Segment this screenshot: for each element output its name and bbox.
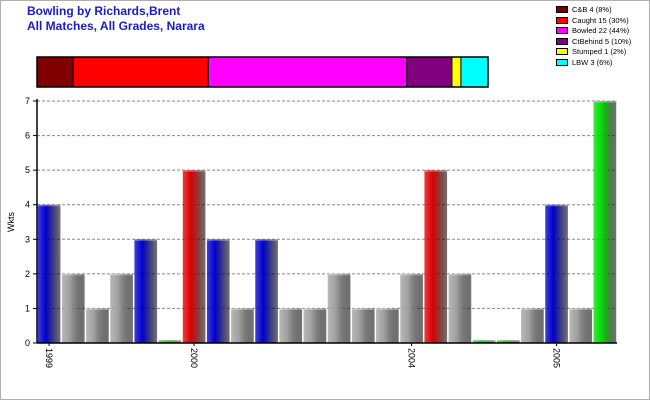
bar — [472, 340, 496, 343]
bar — [206, 239, 230, 343]
bar — [569, 308, 593, 343]
legend-label: Bowled 22 (44%) — [572, 26, 630, 35]
bar — [521, 308, 544, 343]
bar-highlight — [496, 340, 520, 342]
bar-highlight — [255, 239, 278, 241]
y-tick-label: 2 — [25, 269, 30, 279]
legend-label: C&B 4 (8%) — [572, 5, 612, 14]
bar-highlight — [545, 204, 568, 207]
dismissal-segment — [207, 56, 408, 88]
y-tick-label: 6 — [25, 131, 30, 141]
bar-highlight — [86, 308, 109, 310]
bar-highlight — [521, 308, 544, 310]
bar — [37, 204, 61, 343]
bar-highlight — [593, 101, 617, 103]
bar — [86, 308, 109, 343]
bar — [231, 308, 254, 343]
bar — [61, 273, 85, 343]
bar — [182, 170, 206, 343]
dismissal-segment — [460, 56, 489, 88]
y-tick-label: 0 — [25, 338, 30, 348]
bar-highlight — [569, 308, 593, 310]
legend-swatch — [556, 16, 568, 24]
x-tick-label: 1999 — [44, 348, 54, 368]
legend-item: Bowled 22 (44%) — [556, 26, 648, 37]
legend-label: Caught 15 (30%) — [572, 15, 629, 25]
legend-label: CtBehind 5 (10%) — [572, 36, 632, 46]
dismissal-bar-outline — [36, 56, 489, 88]
bar — [303, 308, 327, 343]
bar-highlight — [303, 308, 327, 310]
bar-highlight — [206, 239, 230, 241]
y-tick-label: 3 — [25, 234, 30, 244]
legend-swatch — [556, 37, 568, 45]
legend-swatch — [556, 6, 568, 13]
y-tick-label: 4 — [25, 200, 30, 210]
legend-label: Stumped 1 (2%) — [572, 47, 627, 56]
bar-highlight — [37, 204, 61, 207]
bar-highlight — [327, 273, 351, 276]
legend-item: CtBehind 5 (10%) — [556, 37, 648, 48]
y-tick-label: 7 — [25, 96, 30, 106]
bar-highlight — [110, 273, 133, 276]
bar-highlight — [472, 340, 496, 342]
legend-swatch — [556, 58, 568, 66]
bar — [545, 204, 568, 343]
bar-highlight — [351, 308, 375, 310]
bar-highlight — [400, 273, 423, 276]
legend-item: Caught 15 (30%) — [556, 16, 648, 27]
legend-label: LBW 3 (6%) — [572, 57, 613, 67]
bar — [448, 273, 472, 343]
chart-title: Bowling by Richards,Brent — [27, 4, 181, 18]
bar — [134, 239, 158, 343]
y-tick-label: 1 — [25, 303, 30, 313]
chart-subtitle: All Matches, All Grades, Narara — [27, 19, 205, 33]
bar-highlight — [424, 170, 448, 172]
bar — [158, 340, 182, 343]
bar-highlight — [279, 308, 303, 310]
bar-highlight — [231, 308, 254, 310]
dismissal-segment — [451, 56, 462, 88]
legend: C&B 4 (8%) Caught 15 (30%) Bowled 22 (44%)… — [556, 5, 648, 68]
dismissal-segment — [36, 56, 74, 88]
legend-swatch — [556, 27, 568, 34]
x-tick-label: 2004 — [407, 348, 417, 368]
bar — [593, 101, 617, 343]
bar-highlight — [448, 273, 472, 276]
bar — [496, 340, 520, 343]
bar — [255, 239, 278, 343]
legend-swatch — [556, 48, 568, 55]
bar-highlight — [376, 308, 399, 310]
legend-item: LBW 3 (6%) — [556, 58, 648, 69]
bar-highlight — [182, 170, 206, 172]
bar-highlight — [134, 239, 158, 241]
bar-highlight — [158, 340, 182, 342]
x-tick-label: 2000 — [189, 348, 199, 368]
y-axis-label: Wkts — [6, 212, 16, 232]
y-tick-label: 5 — [25, 165, 30, 175]
bar — [110, 273, 133, 343]
bar — [327, 273, 351, 343]
dismissal-segment — [72, 56, 209, 88]
legend-item: C&B 4 (8%) — [556, 5, 648, 16]
x-tick-label: 2005 — [552, 348, 562, 368]
legend-item: Stumped 1 (2%) — [556, 47, 648, 58]
bar — [376, 308, 399, 343]
bar — [400, 273, 423, 343]
bar — [351, 308, 375, 343]
bar — [279, 308, 303, 343]
dismissal-segment — [406, 56, 453, 88]
bar — [424, 170, 448, 343]
bar-highlight — [61, 273, 85, 276]
